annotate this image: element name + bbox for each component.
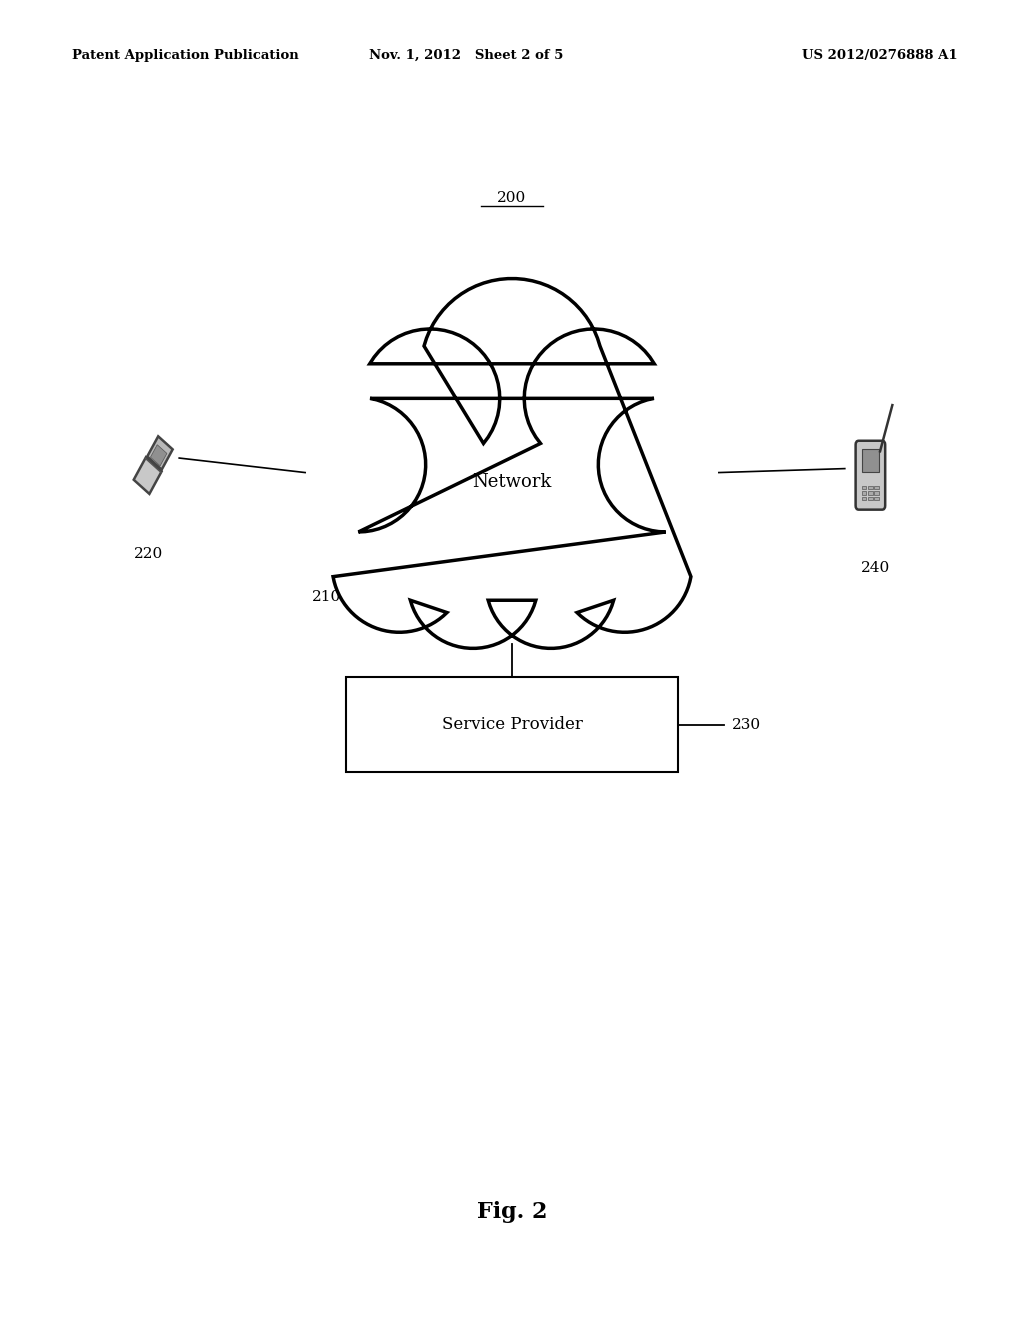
Bar (346, 677, 678, 772)
Bar (862, 496, 866, 500)
Text: US 2012/0276888 A1: US 2012/0276888 A1 (802, 49, 957, 62)
Text: Nov. 1, 2012   Sheet 2 of 5: Nov. 1, 2012 Sheet 2 of 5 (369, 49, 563, 62)
Text: 220: 220 (134, 548, 163, 561)
Bar (868, 491, 872, 495)
Text: Patent Application Publication: Patent Application Publication (72, 49, 298, 62)
Bar (862, 486, 866, 490)
Bar (874, 496, 879, 500)
Text: 200: 200 (498, 190, 526, 205)
Polygon shape (134, 457, 162, 494)
Text: 230: 230 (732, 718, 761, 731)
Text: Service Provider: Service Provider (441, 717, 583, 733)
Polygon shape (151, 445, 167, 466)
Polygon shape (147, 437, 173, 470)
Text: Network: Network (472, 473, 552, 491)
Bar (878, 449, 884, 502)
Bar (862, 491, 866, 495)
Text: 210: 210 (312, 590, 342, 603)
FancyBboxPatch shape (856, 441, 885, 510)
Bar (868, 496, 872, 500)
Bar (862, 449, 879, 473)
Text: 240: 240 (861, 561, 890, 574)
PathPatch shape (333, 279, 691, 648)
Bar (874, 491, 879, 495)
Bar (874, 486, 879, 490)
Text: Fig. 2: Fig. 2 (477, 1201, 547, 1222)
Bar (868, 486, 872, 490)
